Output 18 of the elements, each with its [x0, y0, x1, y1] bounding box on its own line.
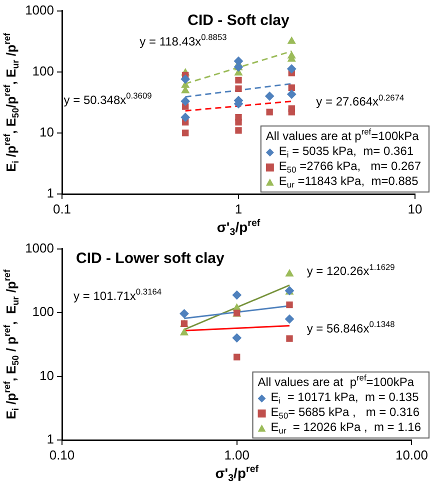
y-tick-label: 100 [32, 63, 54, 78]
y-tick-label: 10 [40, 124, 54, 140]
text: Ei /pref, E50/pref, Eur /pref [2, 32, 20, 172]
x-tick-label: 10 [408, 201, 422, 216]
y-tick-label: 1000 [25, 240, 54, 256]
x-tick-label: 10.00 [395, 447, 428, 462]
y-tick-label: 1 [46, 432, 54, 447]
chart-title: CID - Lower soft clay [76, 250, 226, 267]
y-tick-label: 10 [40, 368, 54, 383]
text: Ei /pref, E50 / pref, Eur /pref [2, 270, 20, 420]
x-tick-label: 1 [234, 201, 242, 216]
y-tick-label: 1 [46, 186, 54, 201]
x-tick-label: 1.00 [224, 447, 250, 462]
x-tick-label: 0.10 [49, 447, 75, 462]
x-tick-label: 0.1 [52, 201, 72, 216]
y-tick-label: 1000 [25, 2, 54, 18]
chart-title: CID - Soft clay [188, 12, 290, 29]
y-tick-label: 100 [32, 304, 54, 320]
